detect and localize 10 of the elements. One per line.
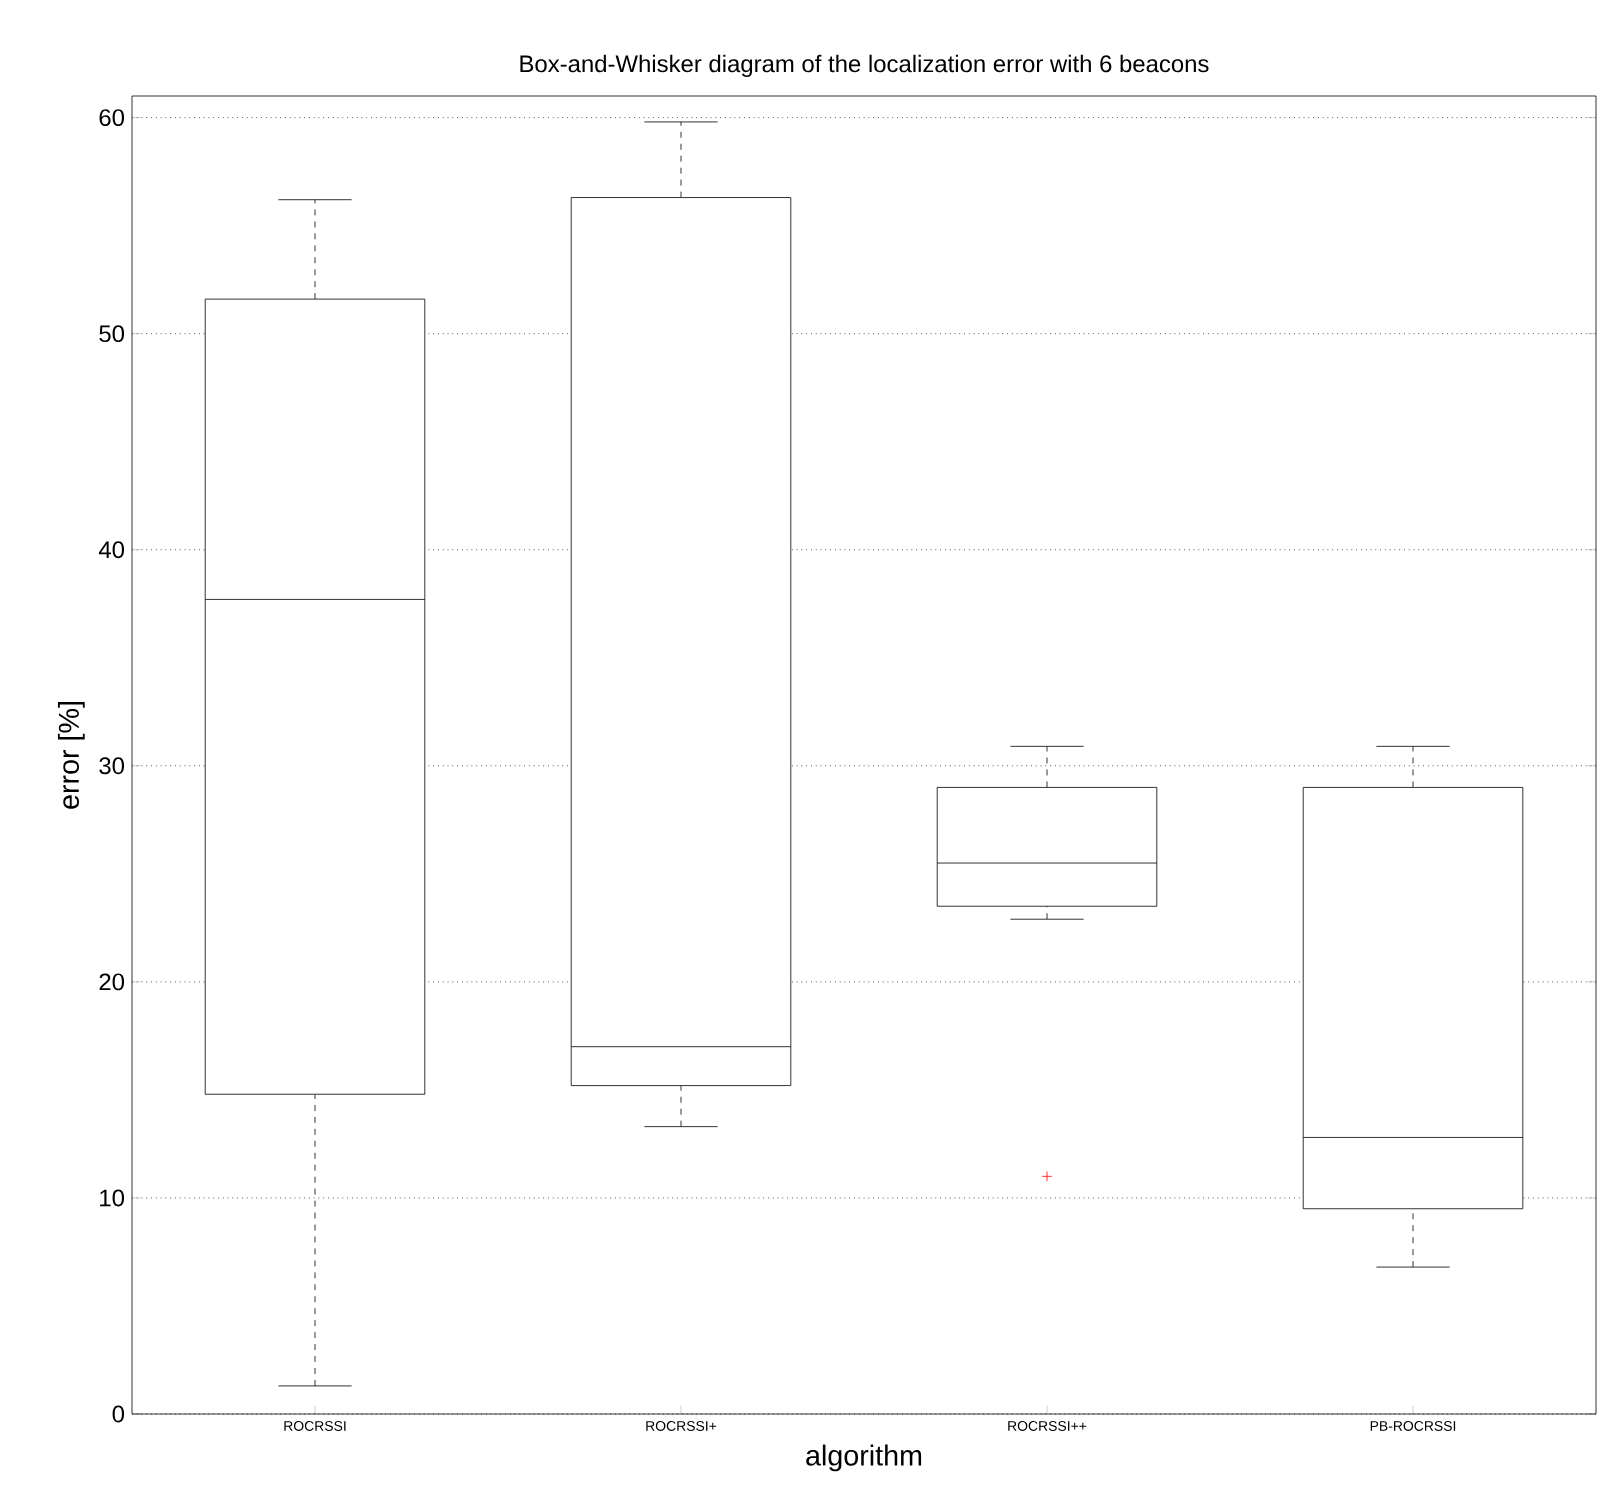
y-tick-label: 20 — [99, 973, 125, 991]
y-tick-label: 0 — [112, 1405, 125, 1423]
y-axis-title: error [%] — [57, 702, 85, 809]
x-axis-title: algorithm — [806, 1444, 922, 1472]
y-tick-label: 60 — [99, 109, 125, 127]
y-tick-label: 30 — [99, 757, 125, 775]
y-tick-label: 50 — [99, 325, 125, 343]
y-tick-label: 40 — [98, 541, 125, 559]
chart-title: Box-and-Whisker diagram of the localization error with 6 beacons — [520, 54, 1209, 78]
y-tick-label: 10 — [100, 1189, 125, 1207]
